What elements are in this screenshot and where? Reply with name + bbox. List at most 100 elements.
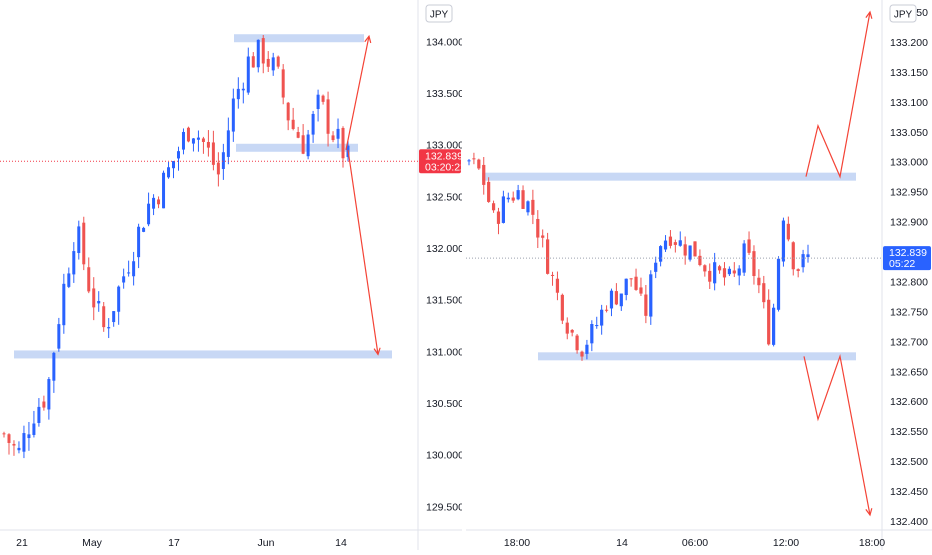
- price-tick-label: 130.000: [426, 450, 462, 462]
- candle-up: [737, 268, 741, 276]
- price-tick-label: 132.000: [426, 243, 462, 255]
- candle-up: [181, 131, 185, 150]
- price-tick-label: 132.450: [890, 486, 928, 498]
- price-tick-label: 132.600: [890, 396, 928, 408]
- candle-down: [580, 351, 584, 357]
- currency-badge[interactable]: [889, 4, 917, 23]
- candle-up: [678, 240, 682, 246]
- candle-down: [722, 268, 727, 278]
- candle-down: [276, 56, 280, 67]
- support-zone: [538, 352, 856, 361]
- countdown-value: 05:22: [889, 258, 915, 270]
- candle-down: [286, 102, 290, 121]
- currency-label: JPY: [430, 10, 449, 21]
- candle-up: [231, 98, 235, 132]
- candle-up: [663, 240, 668, 250]
- candle-down: [560, 294, 564, 321]
- candle-up: [624, 278, 628, 296]
- candle-down: [341, 127, 345, 159]
- candle-up: [467, 160, 471, 162]
- candle-down: [261, 38, 265, 64]
- right-chart-svg[interactable]: 133.250133.200133.150133.100133.050133.0…: [466, 0, 932, 550]
- candle-up: [236, 88, 240, 100]
- time-tick-label: 18:00: [859, 537, 885, 549]
- candle-up: [47, 379, 51, 410]
- candle-up: [32, 423, 36, 435]
- time-tick-label: Jun: [258, 537, 275, 549]
- price-tick-label: 133.500: [426, 88, 462, 100]
- candle-up: [271, 57, 275, 71]
- price-tick-label: 132.400: [890, 516, 928, 528]
- candle-up: [595, 324, 599, 327]
- candle-up: [713, 262, 717, 284]
- candle-down: [693, 241, 697, 257]
- candle-up: [112, 311, 116, 323]
- currency-badge[interactable]: [425, 4, 453, 23]
- candle-up: [654, 262, 658, 272]
- candle-up: [742, 243, 746, 273]
- candle-down: [331, 135, 335, 141]
- candle-up: [256, 39, 260, 68]
- price-tick-label: 130.500: [426, 398, 462, 410]
- candle-down: [644, 294, 648, 316]
- price-tick-label: 132.500: [426, 191, 462, 203]
- candle-up: [57, 324, 61, 349]
- price-tick-label: 133.100: [890, 97, 928, 109]
- candle-down: [683, 244, 687, 256]
- candle-down: [767, 299, 771, 345]
- candle-up: [37, 406, 41, 423]
- candle-down: [757, 277, 761, 286]
- candle-down: [629, 278, 633, 280]
- candle-down: [791, 242, 795, 270]
- candle-up: [688, 245, 692, 260]
- candle-down: [477, 159, 481, 169]
- candle-up: [137, 226, 141, 258]
- candle-down: [565, 322, 569, 334]
- price-tick-label: 133.150: [890, 67, 928, 79]
- candle-up: [727, 268, 731, 275]
- candle-up: [142, 227, 146, 232]
- currency-label: JPY: [894, 10, 913, 21]
- candle-up: [649, 274, 653, 317]
- price-tick-label: 134.000: [426, 36, 462, 48]
- candle-up: [609, 290, 614, 309]
- candle-down: [321, 95, 325, 102]
- candle-down: [12, 443, 16, 446]
- candle-up: [306, 134, 310, 157]
- candle-up: [246, 56, 250, 93]
- candle-up: [776, 258, 781, 310]
- time-tick-label: 14: [335, 537, 347, 549]
- price-tick-label: 132.750: [890, 306, 928, 318]
- candle-up: [659, 246, 663, 262]
- candle-down: [639, 287, 643, 294]
- candle-up: [226, 130, 230, 157]
- candle-down: [2, 433, 6, 435]
- candle-down: [472, 158, 476, 160]
- candle-down: [673, 242, 677, 245]
- candle-down: [157, 199, 161, 205]
- candle-up: [506, 197, 510, 200]
- candle-down: [496, 211, 501, 224]
- arrow-head: [865, 508, 873, 517]
- candle-down: [708, 270, 712, 282]
- candle-up: [191, 138, 195, 144]
- candle-up: [772, 307, 776, 345]
- candle-down: [541, 235, 545, 238]
- candle-up: [801, 254, 805, 268]
- price-tick-label: 133.050: [890, 127, 928, 139]
- right-chart-pane[interactable]: 133.250133.200133.150133.100133.050133.0…: [466, 0, 932, 550]
- candle-down: [82, 222, 86, 265]
- candle-down: [186, 127, 190, 142]
- left-chart-svg[interactable]: 134.000 133.500 133.000 132.500 132.000 131.5…: [0, 0, 466, 550]
- price-tick-label: 129.500: [426, 501, 462, 513]
- time-tick-label: 17: [168, 537, 180, 549]
- candle-down: [604, 309, 609, 311]
- candle-up: [67, 273, 71, 287]
- candle-up: [781, 220, 786, 262]
- candle-down: [491, 203, 496, 211]
- left-chart-pane[interactable]: 134.000 133.500 133.000 132.500 132.000 131.5…: [0, 0, 466, 550]
- candle-up: [316, 94, 320, 109]
- candle-down: [634, 276, 638, 290]
- candle-up: [117, 286, 121, 312]
- support-zone: [14, 350, 392, 359]
